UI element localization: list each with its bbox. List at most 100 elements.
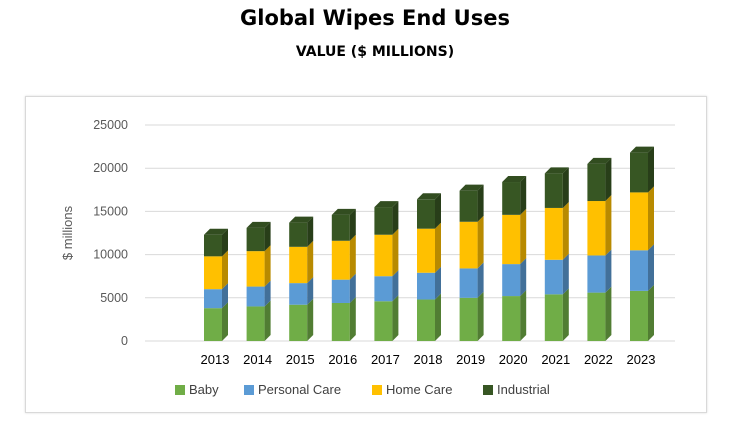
bar-personal-care-2015: [289, 283, 308, 305]
bar-industrial-2017-side: [392, 201, 399, 235]
bar-industrial-2021: [544, 173, 563, 208]
bar-industrial-2014-side: [264, 221, 271, 252]
bar-industrial-2015-side: [307, 216, 314, 247]
bar-home-care-2018: [417, 228, 435, 273]
bar-personal-care-2017: [374, 276, 393, 302]
bar-home-care-2019-side: [477, 215, 484, 269]
bar-personal-care-2018-side: [435, 266, 441, 300]
bar-industrial-2020: [502, 182, 521, 215]
bar-baby-2019-side: [477, 291, 484, 341]
x-tick-label: 2018: [414, 352, 443, 367]
bar-baby-2013: [204, 308, 222, 341]
y-tick-label: 0: [121, 334, 128, 348]
bar-industrial-2023: [630, 152, 648, 193]
bar-industrial-2017-top: [374, 201, 399, 208]
bar-baby-2019: [459, 297, 478, 341]
bar-personal-care-2019: [459, 268, 478, 298]
bar-personal-care-2017-side: [392, 270, 399, 302]
x-tick-label: 2022: [584, 352, 613, 367]
bar-home-care-2013-side: [222, 250, 228, 290]
bar-baby-2015-side: [307, 298, 314, 341]
bar-personal-care-2022: [587, 255, 606, 293]
bar-baby-2018: [417, 299, 435, 341]
y-tick-label: 5000: [100, 291, 128, 305]
legend-swatch-home-care: [372, 385, 382, 395]
legend-label: Baby: [189, 382, 219, 397]
bar-industrial-2016: [331, 214, 350, 241]
bar-baby-2013-side: [222, 302, 228, 341]
bar-industrial-2019-side: [477, 184, 484, 222]
bar-home-care-2022-side: [605, 195, 612, 256]
x-tick-label: 2020: [499, 352, 528, 367]
bar-personal-care-2018: [417, 272, 435, 300]
bar-industrial-2018: [417, 199, 435, 229]
legend-swatch-baby: [175, 385, 185, 395]
bar-home-care-2020-side: [520, 208, 527, 265]
bar-baby-2023-side: [648, 284, 654, 341]
bar-industrial-2019-top: [459, 184, 484, 191]
bar-home-care-2021: [544, 207, 563, 260]
bar-industrial-2013-side: [222, 228, 228, 257]
bar-personal-care-2014-side: [264, 280, 271, 307]
y-tick-label: 15000: [93, 204, 128, 218]
bar-industrial-2017: [374, 207, 393, 235]
bar-industrial-2022-side: [605, 157, 612, 202]
bar-personal-care-2021-side: [562, 253, 569, 295]
bar-personal-care-2016: [331, 279, 350, 303]
bar-personal-care-2015-side: [307, 277, 314, 305]
bar-baby-2016-side: [349, 296, 356, 341]
bar-industrial-2014: [246, 227, 265, 252]
bar-industrial-2015: [289, 222, 308, 247]
bar-personal-care-2020: [502, 264, 521, 297]
bar-industrial-2021-top: [544, 167, 569, 174]
bar-baby-2021: [544, 294, 563, 341]
x-tick-label: 2017: [371, 352, 400, 367]
bar-personal-care-2022-side: [605, 249, 612, 293]
bar-industrial-2020-side: [520, 176, 527, 215]
bar-industrial-2013-top: [204, 228, 228, 235]
legend-label: Home Care: [386, 382, 452, 397]
legend-swatch-industrial: [483, 385, 493, 395]
bar-home-care-2017: [374, 234, 393, 277]
x-tick-label: 2021: [541, 352, 570, 367]
bar-home-care-2016: [331, 240, 350, 280]
bar-home-care-2014: [246, 251, 265, 287]
bar-industrial-2014-top: [246, 221, 271, 228]
bar-industrial-2015-top: [289, 216, 314, 223]
chart-subtitle: VALUE ($ MILLIONS): [295, 44, 455, 60]
bar-industrial-2013: [204, 234, 222, 257]
bar-baby-2020: [502, 296, 521, 341]
bar-home-care-2015: [289, 246, 308, 284]
bar-home-care-2018-side: [435, 222, 441, 273]
legend-label: Personal Care: [258, 382, 341, 397]
x-tick-label: 2013: [201, 352, 230, 367]
bar-home-care-2017-side: [392, 228, 399, 277]
bar-personal-care-2023-side: [648, 244, 654, 291]
bar-home-care-2014-side: [264, 245, 271, 287]
x-tick-label: 2016: [328, 352, 357, 367]
bar-industrial-2019: [459, 190, 478, 222]
y-tick-label: 10000: [93, 248, 128, 262]
bar-personal-care-2013: [204, 289, 222, 309]
bar-home-care-2016-side: [349, 234, 356, 280]
bar-industrial-2018-side: [435, 193, 441, 229]
x-tick-label: 2023: [627, 352, 656, 367]
bar-home-care-2020: [502, 214, 521, 265]
bar-baby-2016: [331, 302, 350, 341]
bar-industrial-2023-side: [648, 146, 654, 193]
bar-personal-care-2019-side: [477, 262, 484, 298]
bar-home-care-2015-side: [307, 240, 314, 284]
bar-baby-2017: [374, 301, 393, 341]
bar-baby-2023: [630, 290, 648, 341]
bar-industrial-2021-side: [562, 167, 569, 208]
x-tick-label: 2015: [286, 352, 315, 367]
legend-swatch-personal-care: [244, 385, 254, 395]
bar-personal-care-2023: [630, 250, 648, 291]
bar-industrial-2016-top: [331, 208, 356, 215]
bar-home-care-2023: [630, 192, 648, 251]
bar-personal-care-2016-side: [349, 273, 356, 303]
bar-home-care-2021-side: [562, 201, 569, 260]
bar-baby-2022: [587, 292, 606, 341]
chart-title: Global Wipes End Uses: [240, 6, 510, 30]
